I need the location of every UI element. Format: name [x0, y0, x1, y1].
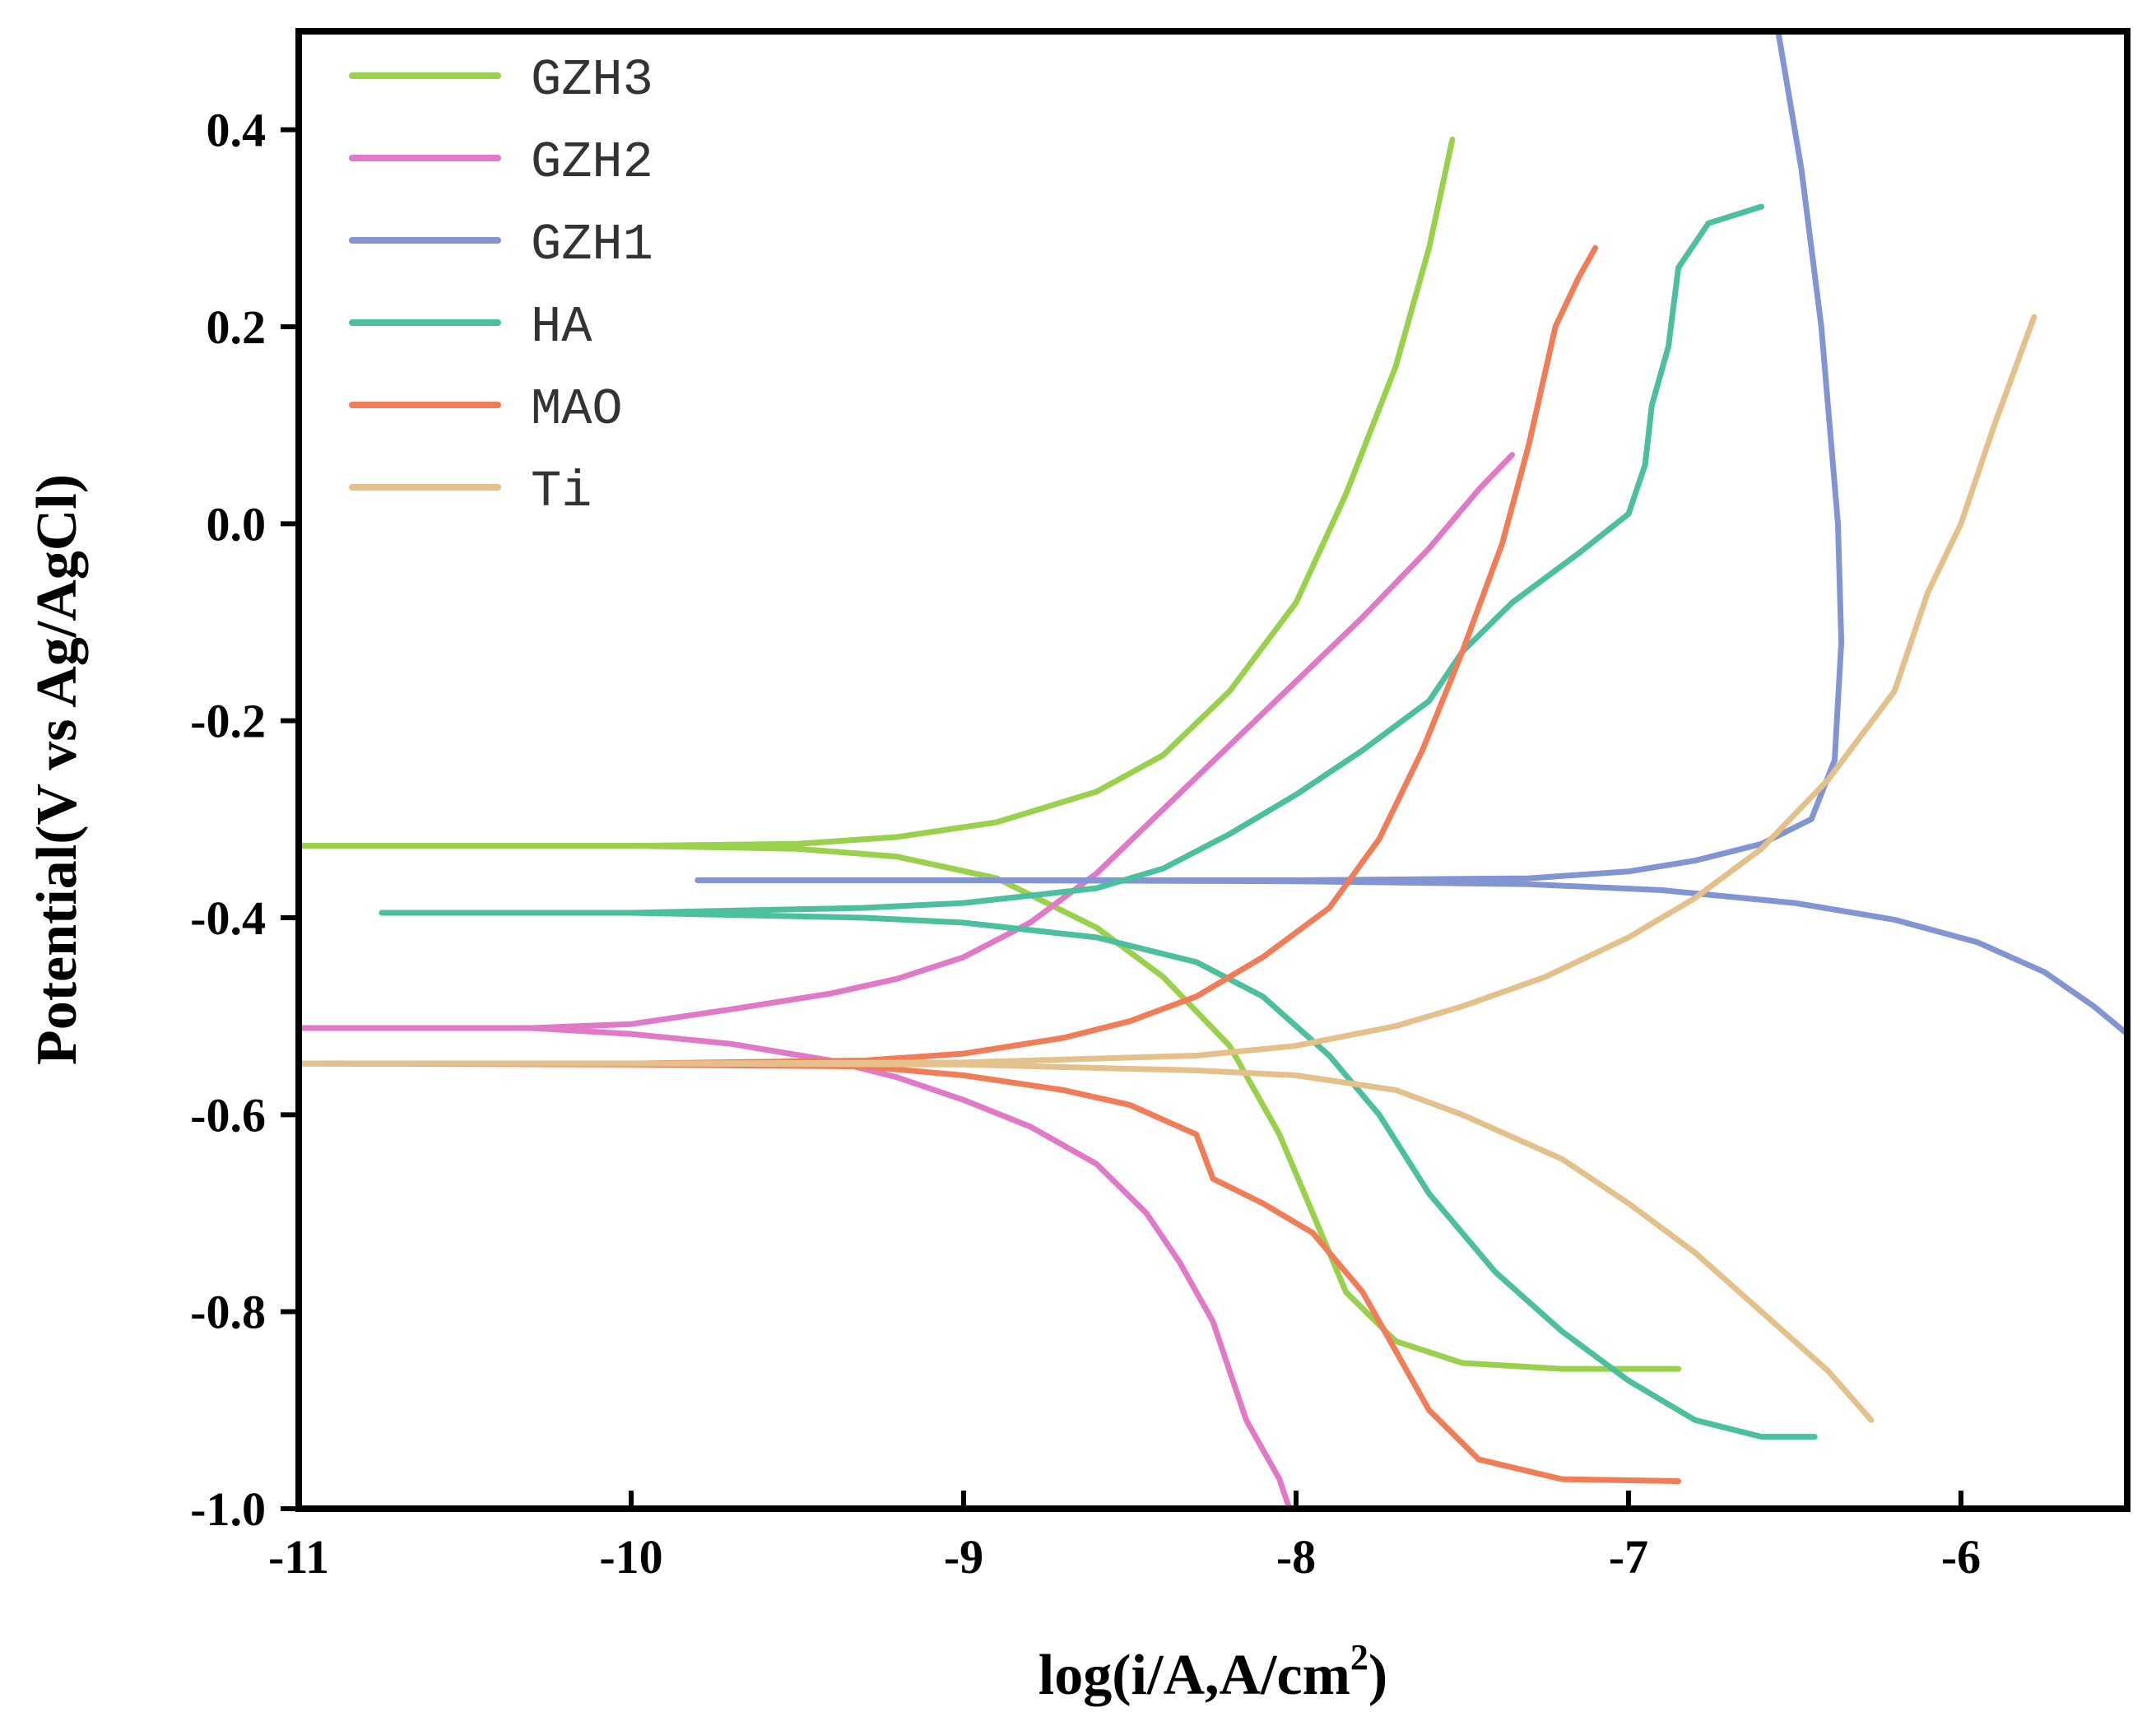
series-line-gzh1-cathodic [695, 877, 2130, 1037]
x-tick-label: -9 [944, 1530, 983, 1584]
x-tick-label: -11 [268, 1530, 329, 1584]
legend-label-ha: HA [531, 298, 592, 356]
legend-label-gzh1: GZH1 [531, 216, 653, 274]
y-axis-title: Potential(V vs Ag/AgCl) [26, 474, 89, 1065]
y-tick-label: -0.6 [190, 1088, 266, 1142]
legend: GZH3 GZH2 GZH1 HA MAO Ti [349, 51, 653, 521]
x-axis-title-suffix: ) [1368, 1644, 1387, 1707]
axis-ticks: -11 -10 -9 -8 -7 -6 -1.0 -0.8 -0.6 -0.4 -0.2 0.0 0.2… [190, 104, 1981, 1584]
x-tick-label: -8 [1276, 1530, 1316, 1584]
series-line-gzh1-anodic [695, 28, 1845, 883]
series-line-gzh2-anodic [295, 452, 1516, 1031]
series-line-gzh3-cathodic [295, 843, 1682, 1372]
series-line-gzh3-anodic [295, 137, 1456, 849]
x-axis-title: log(i/A,A/cm2) [1039, 1637, 1387, 1707]
y-tick-label: 0.0 [207, 497, 267, 551]
series-line-mao-cathodic [295, 1060, 1682, 1484]
y-tick-label: -0.8 [190, 1286, 266, 1339]
legend-label-mao: MAO [531, 380, 623, 439]
series-line-ti-anodic [295, 314, 2038, 1067]
x-tick-label: -7 [1609, 1530, 1648, 1584]
y-tick-label: -0.4 [190, 891, 266, 945]
x-tick-label: -6 [1941, 1530, 1981, 1584]
series-layer [295, 28, 2130, 1512]
plot-frame [295, 28, 2130, 1512]
y-tick-label: 0.2 [207, 300, 267, 354]
series-line-ha-cathodic [379, 910, 1818, 1440]
y-tick-label: -1.0 [190, 1482, 266, 1536]
x-tick-label: -10 [599, 1530, 662, 1584]
y-tick-label: -0.2 [190, 695, 266, 748]
legend-label-ti: Ti [531, 463, 592, 521]
x-axis-title-main: log(i/A,A/cm [1039, 1644, 1350, 1707]
x-axis-title-superscript: 2 [1350, 1637, 1368, 1677]
series-line-ha-anodic [379, 203, 1765, 916]
series-line-mao-anodic [295, 244, 1599, 1067]
y-tick-label: 0.4 [207, 104, 267, 157]
legend-label-gzh2: GZH2 [531, 133, 653, 192]
series-line-gzh2-cathodic [295, 1025, 1293, 1512]
series-line-ti-cathodic [295, 1060, 1875, 1423]
legend-label-gzh3: GZH3 [531, 51, 653, 109]
